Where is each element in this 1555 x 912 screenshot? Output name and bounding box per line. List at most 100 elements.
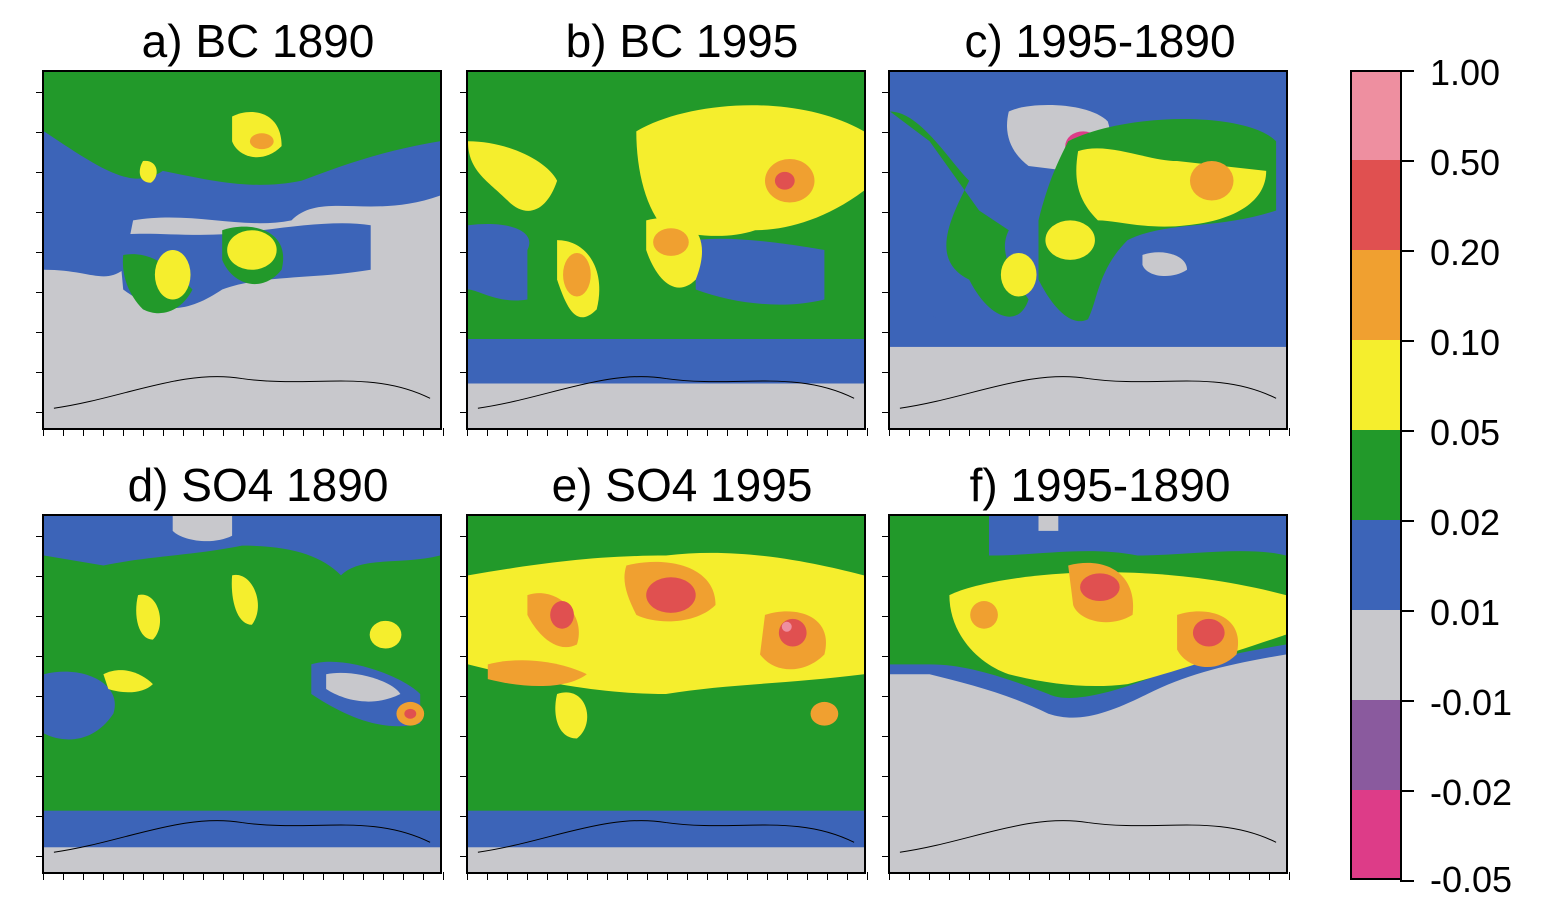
x-tick: [527, 428, 528, 436]
x-tick: [443, 428, 444, 436]
colorbar-segment: [1350, 250, 1402, 341]
x-tick: [787, 872, 788, 880]
x-tick: [607, 428, 608, 436]
x-tick: [1209, 428, 1210, 436]
x-tick: [1149, 872, 1150, 880]
x-tick: [343, 872, 344, 880]
panel-title-b: b) BC 1995: [565, 15, 799, 67]
x-tick: [1089, 872, 1090, 880]
x-tick: [283, 428, 284, 436]
x-tick: [423, 428, 424, 436]
x-tick: [163, 872, 164, 880]
panel-title-e: e) SO4 1995: [551, 459, 813, 511]
x-tick: [647, 428, 648, 436]
x-tick: [1249, 872, 1250, 880]
colorbar-label: 0.01: [1430, 592, 1501, 633]
x-tick: [323, 872, 324, 880]
x-tick: [1189, 428, 1190, 436]
colorbar-tick: [1400, 160, 1414, 162]
x-tick: [203, 872, 204, 880]
x-tick: [1289, 872, 1290, 880]
x-tick: [1189, 872, 1190, 880]
x-tick: [443, 872, 444, 880]
x-tick: [727, 428, 728, 436]
colorbar-tick: [1400, 790, 1414, 792]
x-tick: [283, 872, 284, 880]
colorbar-tick: [1400, 250, 1414, 252]
x-tick: [83, 428, 84, 436]
x-tick: [1229, 428, 1230, 436]
colorbar-segment: [1350, 160, 1402, 251]
x-tick: [587, 428, 588, 436]
x-tick: [243, 428, 244, 436]
x-tick: [263, 872, 264, 880]
x-tick: [1089, 428, 1090, 436]
x-tick: [889, 428, 890, 436]
x-tick: [929, 872, 930, 880]
x-tick: [647, 872, 648, 880]
colorbar-label: 0.20: [1430, 232, 1501, 273]
x-tick: [343, 428, 344, 436]
x-tick: [867, 872, 868, 880]
map-panel-d: [36, 514, 444, 880]
x-tick: [1029, 872, 1030, 880]
map-a: [44, 72, 440, 428]
x-tick: [707, 428, 708, 436]
colorbar-tick: [1400, 70, 1414, 72]
x-tick: [243, 872, 244, 880]
x-tick: [143, 872, 144, 880]
map-b: [468, 72, 864, 428]
x-tick: [403, 872, 404, 880]
x-tick: [43, 428, 44, 436]
x-tick: [43, 872, 44, 880]
x-tick: [1129, 428, 1130, 436]
x-tick: [1049, 428, 1050, 436]
colorbar-tick: [1400, 340, 1414, 342]
x-tick: [403, 428, 404, 436]
x-tick: [807, 872, 808, 880]
map-panel-a: [36, 70, 444, 436]
panel-title-f: f) 1995-1890: [969, 459, 1231, 511]
panel-title-d: d) SO4 1890: [127, 459, 389, 511]
colorbar-tick: [1400, 430, 1414, 432]
x-tick: [63, 872, 64, 880]
x-tick: [487, 872, 488, 880]
colorbar-label: 1.00: [1430, 52, 1501, 93]
x-tick: [383, 428, 384, 436]
x-tick: [143, 428, 144, 436]
x-tick: [687, 428, 688, 436]
x-tick: [1209, 872, 1210, 880]
x-tick: [1129, 872, 1130, 880]
map-panel-f: [882, 514, 1290, 880]
map-panel-b: [460, 70, 868, 436]
x-tick: [969, 872, 970, 880]
x-tick: [423, 872, 424, 880]
x-tick: [909, 872, 910, 880]
x-tick: [123, 428, 124, 436]
map-c: [890, 72, 1286, 428]
colorbar-label: -0.02: [1430, 772, 1513, 813]
x-tick: [467, 872, 468, 880]
x-tick: [889, 872, 890, 880]
x-tick: [607, 872, 608, 880]
colorbar-label: -0.01: [1430, 682, 1513, 723]
x-tick: [969, 428, 970, 436]
x-tick: [527, 872, 528, 880]
x-tick: [547, 872, 548, 880]
x-tick: [667, 872, 668, 880]
x-tick: [567, 428, 568, 436]
colorbar-tick: [1400, 520, 1414, 522]
x-tick: [847, 872, 848, 880]
x-tick: [163, 428, 164, 436]
x-tick: [547, 428, 548, 436]
colorbar-label: 0.05: [1430, 412, 1501, 453]
x-tick: [707, 872, 708, 880]
x-tick: [687, 872, 688, 880]
colorbar-tick: [1400, 610, 1414, 612]
x-tick: [83, 872, 84, 880]
x-tick: [203, 428, 204, 436]
x-tick: [627, 428, 628, 436]
x-tick: [487, 428, 488, 436]
x-tick: [467, 428, 468, 436]
x-tick: [587, 872, 588, 880]
